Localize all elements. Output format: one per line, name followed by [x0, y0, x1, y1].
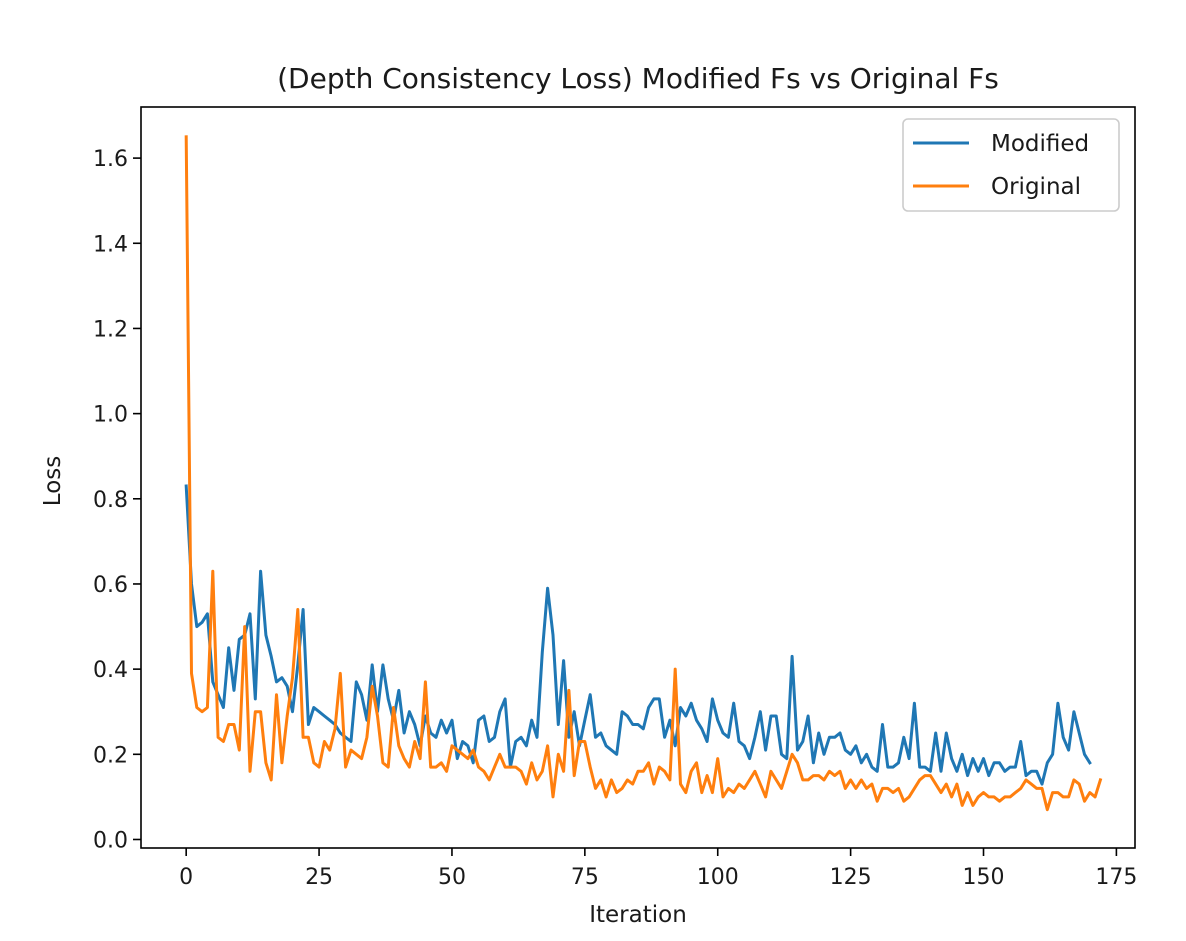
- series-line-modified: [184, 484, 1092, 786]
- y-tick-label: 0.6: [93, 573, 128, 598]
- y-tick-label: 1.6: [93, 147, 128, 172]
- x-tick-label: 25: [305, 865, 333, 890]
- x-axis-label: Iteration: [589, 902, 687, 928]
- x-tick-label: 0: [179, 865, 193, 890]
- y-tick-label: 0.2: [93, 743, 128, 768]
- x-tick-label: 50: [438, 865, 466, 890]
- x-tick-label: 150: [963, 865, 1005, 890]
- legend: Modified Original: [902, 118, 1120, 212]
- legend-label-modified: Modified: [991, 131, 1089, 157]
- x-tick-label: 100: [697, 865, 739, 890]
- y-tick-label: 1.4: [93, 232, 128, 257]
- chart-title: (Depth Consistency Loss) Modified Fs vs …: [277, 62, 999, 95]
- y-tick-label: 0.0: [93, 828, 128, 853]
- plot-area: 0 25 50 75 100 125 150 175 0.0 0.2 0.4 0.6 0.8 1.0 1.2…: [93, 106, 1137, 890]
- y-axis-label: Loss: [40, 456, 66, 506]
- x-tick-label: 125: [830, 865, 872, 890]
- x-tick-label: 75: [571, 865, 599, 890]
- legend-label-original: Original: [991, 174, 1081, 200]
- x-tick-label: 175: [1095, 865, 1137, 890]
- plot-frame: [140, 106, 1136, 849]
- y-tick-label: 0.8: [93, 488, 128, 513]
- y-tick-label: 0.4: [93, 658, 128, 683]
- y-tick-label: 1.2: [93, 317, 128, 342]
- series-line-original: [184, 135, 1103, 812]
- y-tick-label: 1.0: [93, 403, 128, 428]
